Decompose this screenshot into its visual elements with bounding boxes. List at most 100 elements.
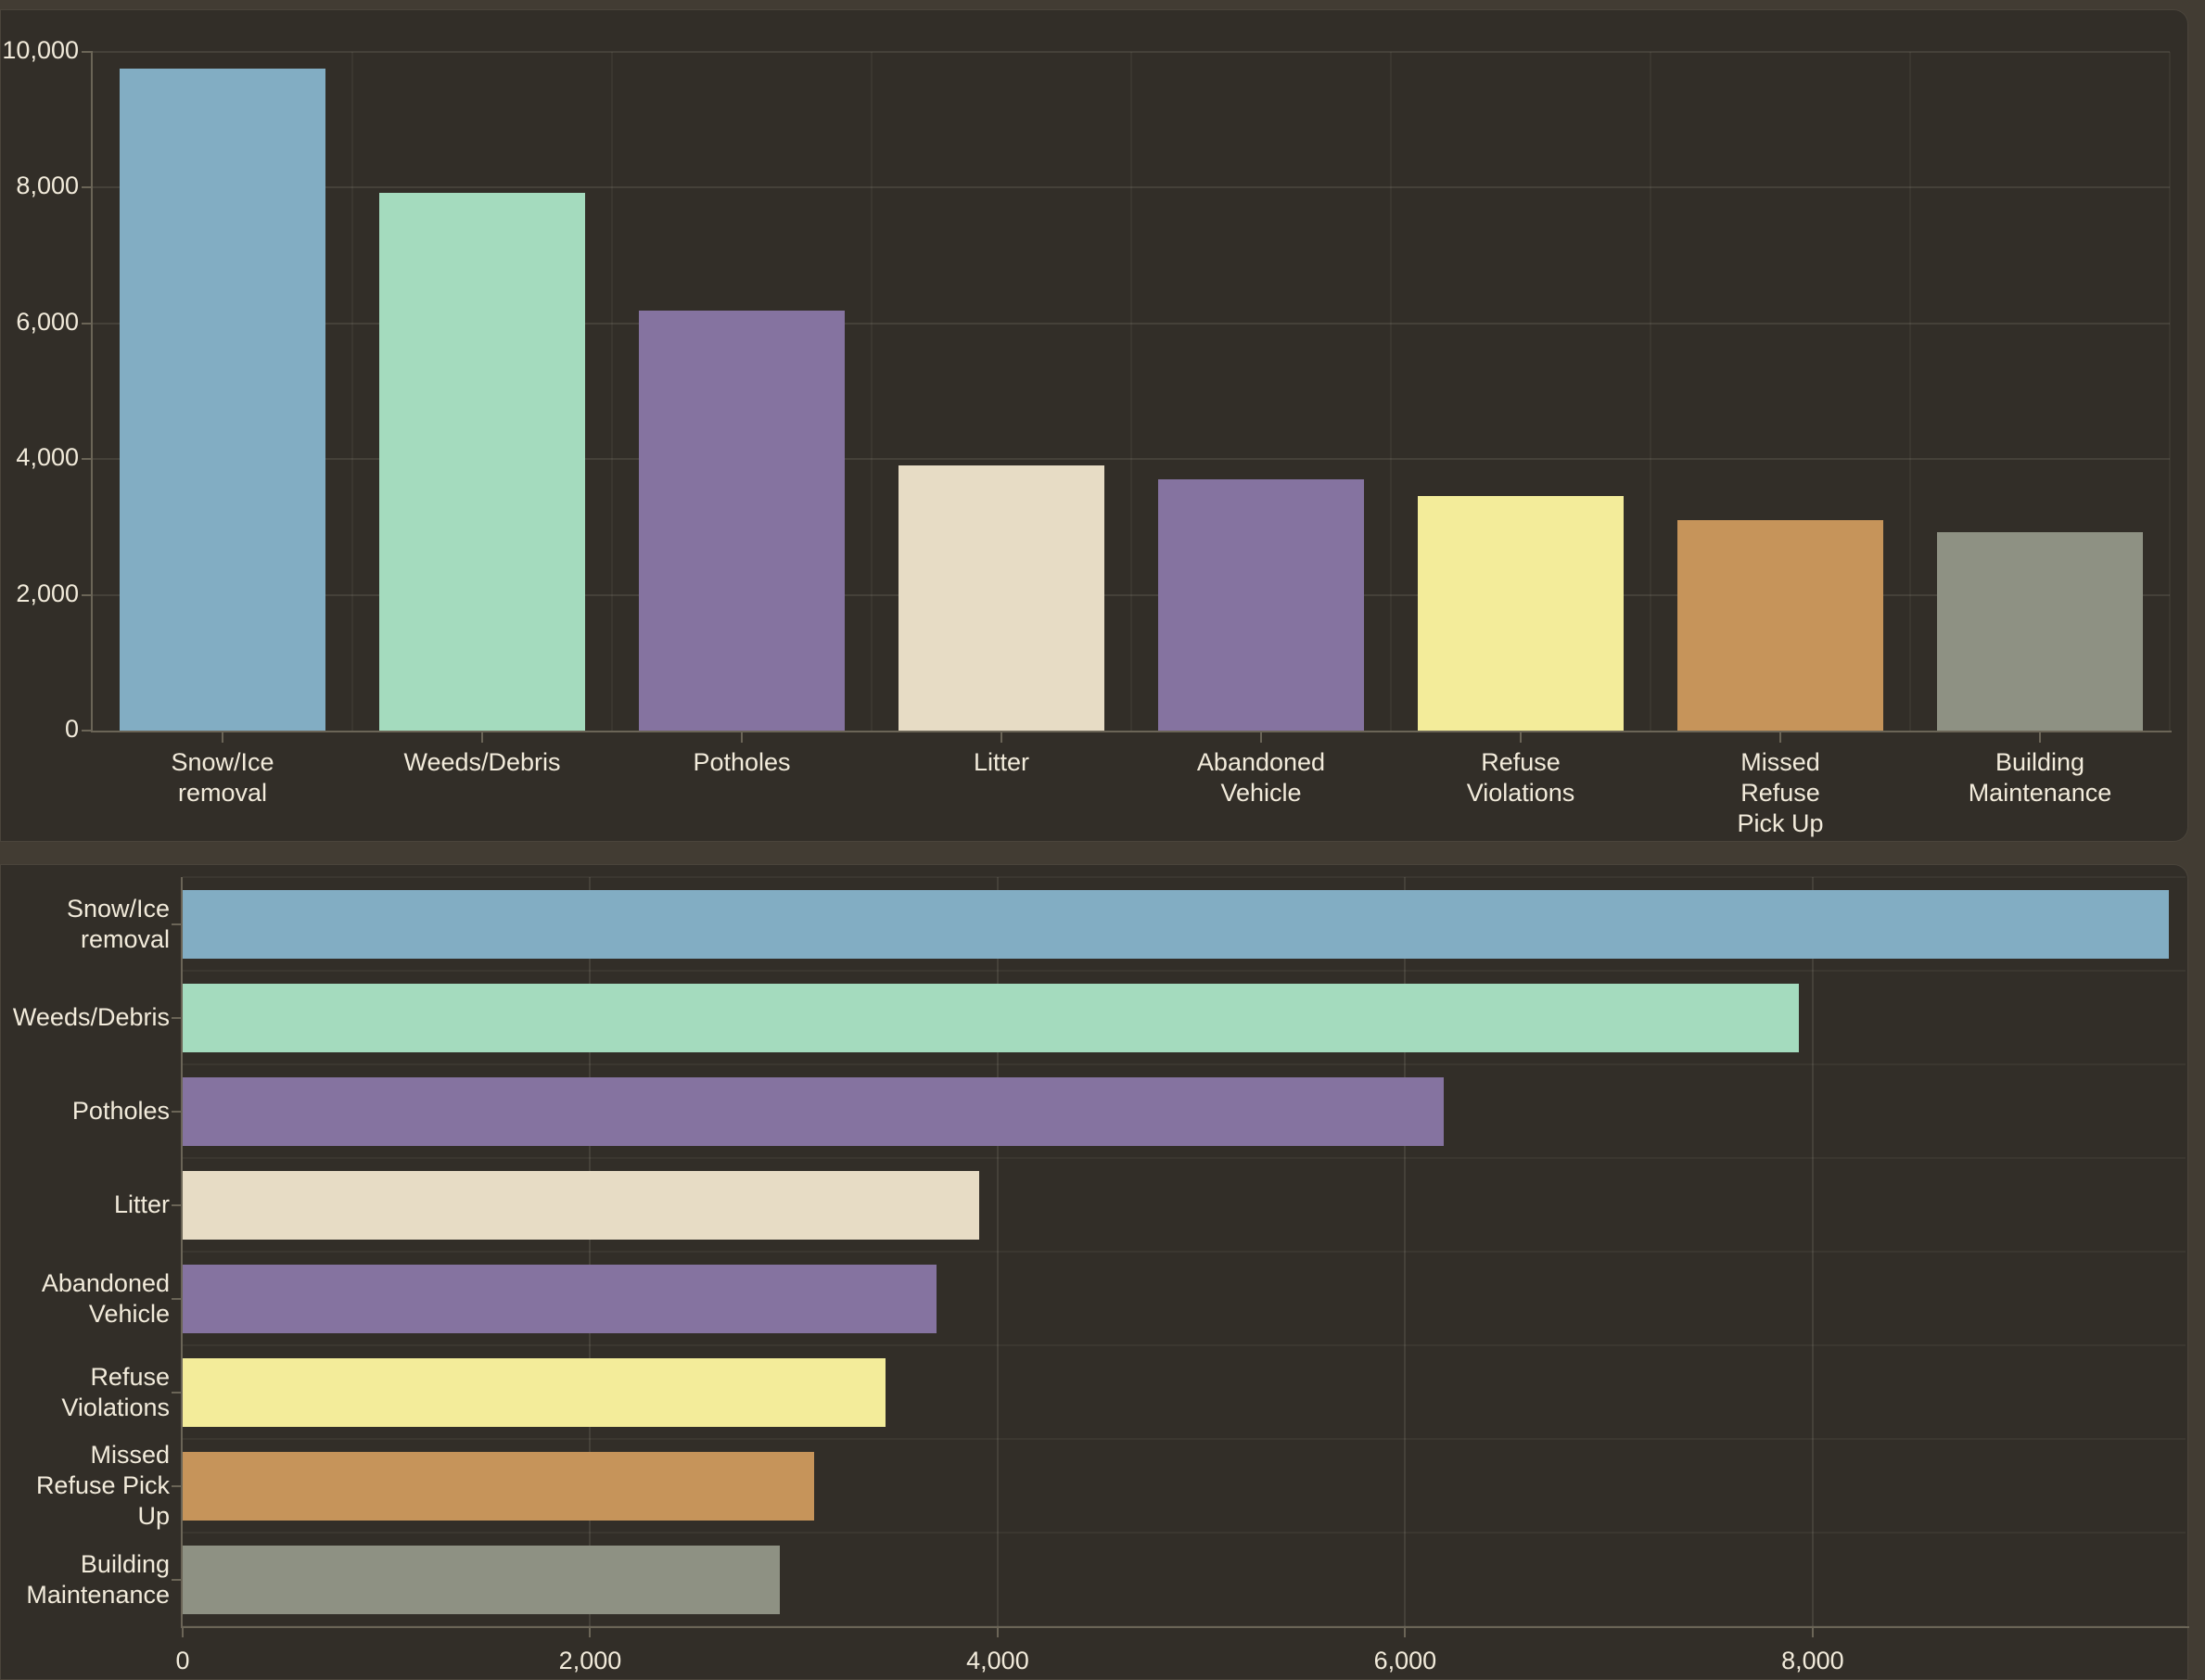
category-label: Refuse Violations bbox=[1466, 748, 1575, 807]
x-axis-tick-label: 8,000 bbox=[1781, 1647, 1844, 1674]
y-axis-tick bbox=[82, 458, 93, 461]
v-gridline bbox=[996, 877, 999, 1626]
bar[interactable] bbox=[183, 889, 2170, 959]
x-axis-tick-label: 4,000 bbox=[966, 1647, 1029, 1674]
v-gridline bbox=[1811, 877, 1814, 1626]
y-axis-tick bbox=[82, 51, 93, 53]
bar[interactable] bbox=[1418, 496, 1624, 731]
x-axis-tick bbox=[589, 1626, 592, 1637]
y-axis-tick bbox=[172, 1484, 183, 1487]
v-gridline bbox=[1404, 877, 1407, 1626]
y-axis-tick bbox=[172, 1016, 183, 1019]
v-gridline bbox=[589, 877, 592, 1626]
x-axis-tick bbox=[996, 1626, 999, 1637]
bar[interactable] bbox=[183, 1357, 886, 1427]
category-label: Missed Refuse Pick Up bbox=[35, 1441, 170, 1530]
category-label: Litter bbox=[973, 748, 1030, 776]
category-label: Abandoned Vehicle bbox=[1196, 748, 1326, 807]
category-label: Weeds/Debris bbox=[12, 1003, 170, 1031]
v-gridline bbox=[1130, 52, 1132, 731]
category-label: Building Maintenance bbox=[1968, 748, 2112, 807]
h-gridline bbox=[93, 186, 2170, 189]
v-gridline bbox=[611, 52, 613, 731]
category-label: Building Maintenance bbox=[26, 1549, 170, 1609]
h-gridline bbox=[183, 1438, 2186, 1440]
x-axis-tick bbox=[1811, 1626, 1814, 1637]
bar[interactable] bbox=[183, 983, 1799, 1052]
x-axis-tick bbox=[1404, 1626, 1407, 1637]
bottom-chart-panel: 0 2,000 4,000 6,000 8,000 Snow/Ice removal Wee… bbox=[0, 864, 2189, 1680]
h-gridline bbox=[93, 51, 2170, 53]
y-axis-tick bbox=[172, 1391, 183, 1394]
category-label: Abandoned Vehicle bbox=[41, 1268, 170, 1328]
y-axis-line bbox=[91, 52, 93, 732]
bar[interactable] bbox=[1937, 531, 2143, 731]
y-axis-tick bbox=[172, 1203, 183, 1206]
h-gridline bbox=[93, 458, 2170, 461]
bar-chart-plot bbox=[183, 876, 2186, 1627]
category-label: Litter bbox=[113, 1190, 170, 1218]
category-label: Potholes bbox=[693, 748, 791, 776]
y-axis-tick-label: 0 bbox=[64, 715, 79, 743]
h-gridline bbox=[183, 970, 2186, 972]
bar[interactable] bbox=[1158, 479, 1364, 731]
x-axis-tick bbox=[222, 732, 223, 743]
category-label: Weeds/Debris bbox=[403, 748, 561, 776]
category-label: Potholes bbox=[71, 1097, 170, 1125]
bar[interactable] bbox=[379, 192, 585, 731]
bar[interactable] bbox=[183, 1170, 980, 1240]
y-axis-tick bbox=[172, 1297, 183, 1300]
bar[interactable] bbox=[639, 310, 845, 731]
h-gridline bbox=[183, 1251, 2186, 1253]
bar[interactable] bbox=[1677, 520, 1883, 731]
h-gridline bbox=[93, 322, 2170, 325]
x-axis-tick-label: 0 bbox=[175, 1647, 190, 1674]
h-gridline bbox=[183, 1532, 2186, 1534]
v-gridline bbox=[351, 52, 353, 731]
bar[interactable] bbox=[899, 465, 1104, 731]
x-axis-tick-label: 6,000 bbox=[1373, 1647, 1437, 1674]
x-axis-tick bbox=[1779, 732, 1781, 743]
h-gridline bbox=[93, 593, 2170, 596]
x-axis-tick bbox=[741, 732, 743, 743]
bar[interactable] bbox=[183, 1545, 780, 1614]
y-axis-tick-label: 8,000 bbox=[16, 172, 79, 200]
category-label: Missed Refuse Pick Up bbox=[1737, 748, 1824, 837]
y-axis-tick-label: 2,000 bbox=[16, 579, 79, 607]
v-gridline bbox=[1390, 52, 1392, 731]
x-axis-tick bbox=[481, 732, 483, 743]
category-label: Snow/Ice removal bbox=[171, 748, 274, 807]
y-axis-tick bbox=[172, 1578, 183, 1581]
v-gridline bbox=[2169, 52, 2171, 731]
bar[interactable] bbox=[183, 1076, 1445, 1146]
y-axis-tick-label: 6,000 bbox=[16, 307, 79, 336]
h-gridline bbox=[183, 876, 2186, 878]
y-axis-tick bbox=[82, 322, 93, 325]
bar[interactable] bbox=[120, 69, 325, 731]
x-axis-tick bbox=[1001, 732, 1002, 743]
y-axis-line bbox=[181, 877, 183, 1628]
category-label: Snow/Ice removal bbox=[66, 894, 170, 953]
y-axis-tick bbox=[82, 186, 93, 189]
column-chart-plot bbox=[93, 51, 2171, 731]
x-axis-tick bbox=[1260, 732, 1262, 743]
y-axis-tick-label: 10,000 bbox=[2, 36, 79, 64]
category-label: Refuse Violations bbox=[61, 1362, 170, 1421]
x-axis-tick bbox=[182, 1626, 184, 1637]
v-gridline bbox=[1909, 52, 1911, 731]
bar[interactable] bbox=[183, 1451, 815, 1521]
x-axis-line bbox=[91, 731, 2172, 732]
h-gridline bbox=[183, 1063, 2186, 1065]
x-axis-tick bbox=[1520, 732, 1522, 743]
y-axis-tick-label: 4,000 bbox=[16, 443, 79, 472]
bar[interactable] bbox=[183, 1264, 937, 1333]
v-gridline bbox=[1650, 52, 1651, 731]
x-axis-tick bbox=[2039, 732, 2041, 743]
v-gridline bbox=[871, 52, 873, 731]
y-axis-tick bbox=[172, 923, 183, 925]
x-axis-line bbox=[181, 1626, 2189, 1628]
x-axis-tick-label: 2,000 bbox=[558, 1647, 622, 1674]
top-chart-panel: 0 2,000 4,000 6,000 8,000 10,000 Snow/Ice remo… bbox=[0, 9, 2188, 842]
y-axis-tick bbox=[172, 1110, 183, 1113]
